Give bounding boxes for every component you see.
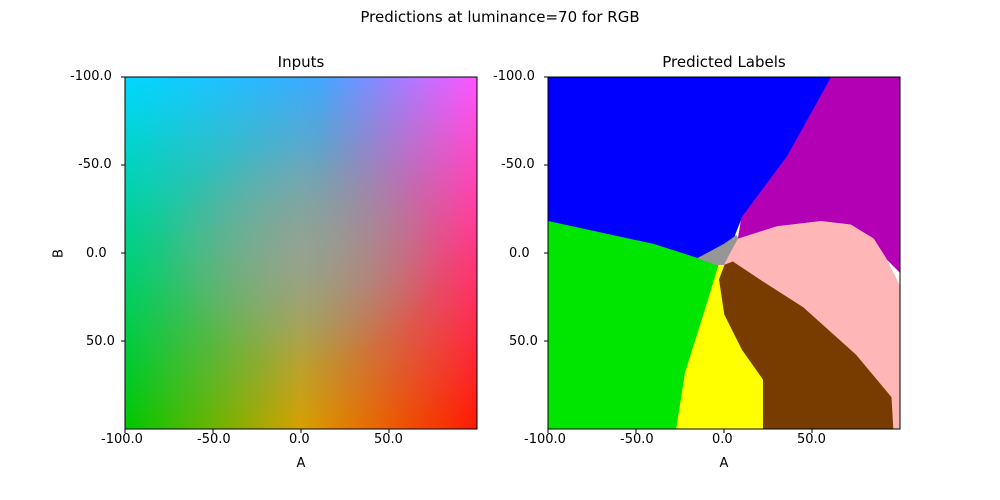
inputs-x-tick-label: 0.0 [289,432,310,447]
predicted-x-axis-label: A [719,456,729,471]
predicted-y-tick-label: -50.0 [501,157,535,172]
predicted-x-tick-label: -100.0 [524,432,566,447]
inputs-heatmap [125,77,477,429]
inputs-y-tick-label: -100.0 [70,69,112,84]
inputs-x-tick-label: -50.0 [197,432,231,447]
inputs-y-tick-label: 50.0 [86,334,115,349]
predicted-x-tick-label: 50.0 [797,432,826,447]
label-region-7 [676,264,764,430]
predicted-x-tick-label: -50.0 [620,432,654,447]
predicted-labels-map [547,76,901,430]
inputs-panel-title: Inputs [277,53,325,71]
predicted-y-tick-label: -100.0 [493,69,535,84]
inputs-y-tick-label: 0.0 [86,246,107,261]
predicted-x-tick-label: 0.0 [712,432,733,447]
inputs-x-axis-label: A [296,456,306,471]
inputs-x-tick-label: 50.0 [374,432,403,447]
inputs-x-tick-label: -100.0 [101,432,143,447]
inputs-y-tick-label: -50.0 [78,157,112,172]
predicted-y-tick-label: 0.0 [509,246,530,261]
predicted-y-tick-label: 50.0 [509,334,538,349]
axes-frames [121,76,901,433]
figure-title: Predictions at luminance=70 for RGB [360,8,640,26]
predicted-labels-panel-title: Predicted Labels [662,53,786,71]
inputs-gradient-center-glow [161,143,441,363]
